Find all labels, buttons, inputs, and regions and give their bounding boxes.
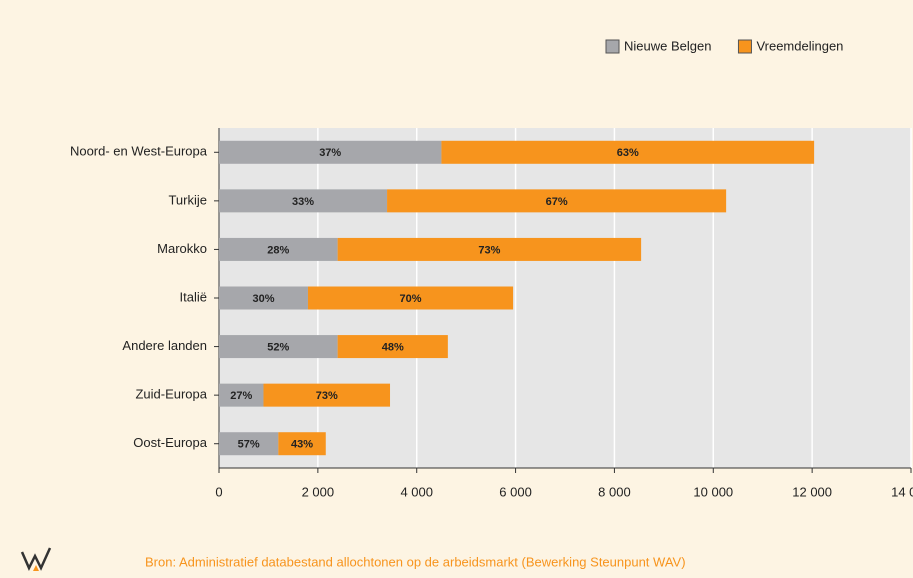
logo-accent [33, 565, 39, 571]
legend-label: Vreemdelingen [756, 38, 843, 53]
bar-segment [337, 335, 448, 359]
x-tick-label: 8 000 [598, 484, 631, 499]
x-tick-label: 14 000 [891, 484, 913, 499]
share-label: 28% [267, 244, 289, 256]
y-tick-label: Zuid-Europa [135, 387, 207, 402]
bar-segment [219, 383, 264, 407]
share-label: 57% [238, 439, 260, 451]
bar-segment [219, 189, 388, 213]
share-label: 43% [291, 439, 313, 451]
share-label: 70% [400, 293, 422, 305]
bar-segment [441, 140, 815, 164]
bar-segment [219, 140, 442, 164]
x-tick-label: 12 000 [792, 484, 832, 499]
legend-label: Nieuwe Belgen [624, 38, 711, 53]
y-tick-label: Noord- en West-Europa [70, 144, 208, 159]
legend-swatch [737, 39, 752, 54]
bar-segment [219, 335, 338, 359]
bar-segment [278, 432, 326, 456]
bar-segment [307, 286, 514, 310]
y-tick-label: Italië [180, 289, 207, 304]
x-tick-label: 0 [215, 484, 222, 499]
share-label: 52% [267, 341, 289, 353]
share-label: 63% [617, 147, 639, 159]
logo [20, 547, 52, 571]
y-tick-label: Turkije [168, 192, 207, 207]
share-label: 73% [478, 244, 500, 256]
share-label: 67% [546, 196, 568, 208]
bar-segment [387, 189, 727, 213]
share-label: 73% [316, 390, 338, 402]
y-tick-label: Marokko [157, 241, 207, 256]
bar-segment [263, 383, 391, 407]
bar-segment [219, 237, 338, 261]
source: Bron: Administratief databestand allocht… [145, 554, 686, 569]
x-tick-label: 4 000 [400, 484, 433, 499]
x-tick-label: 6 000 [499, 484, 532, 499]
share-label: 30% [252, 293, 274, 305]
y-tick-label: Oost-Europa [133, 435, 207, 450]
share-label: 27% [230, 390, 252, 402]
bar-segment [219, 286, 308, 310]
share-label: 33% [292, 196, 314, 208]
bar-segment [337, 237, 642, 261]
share-label: 37% [319, 147, 341, 159]
legend-swatch [605, 39, 620, 54]
x-tick-label: 10 000 [693, 484, 733, 499]
bar-segment [219, 432, 279, 456]
x-tick-label: 2 000 [302, 484, 335, 499]
y-tick-label: Andere landen [122, 338, 207, 353]
share-label: 48% [382, 341, 404, 353]
